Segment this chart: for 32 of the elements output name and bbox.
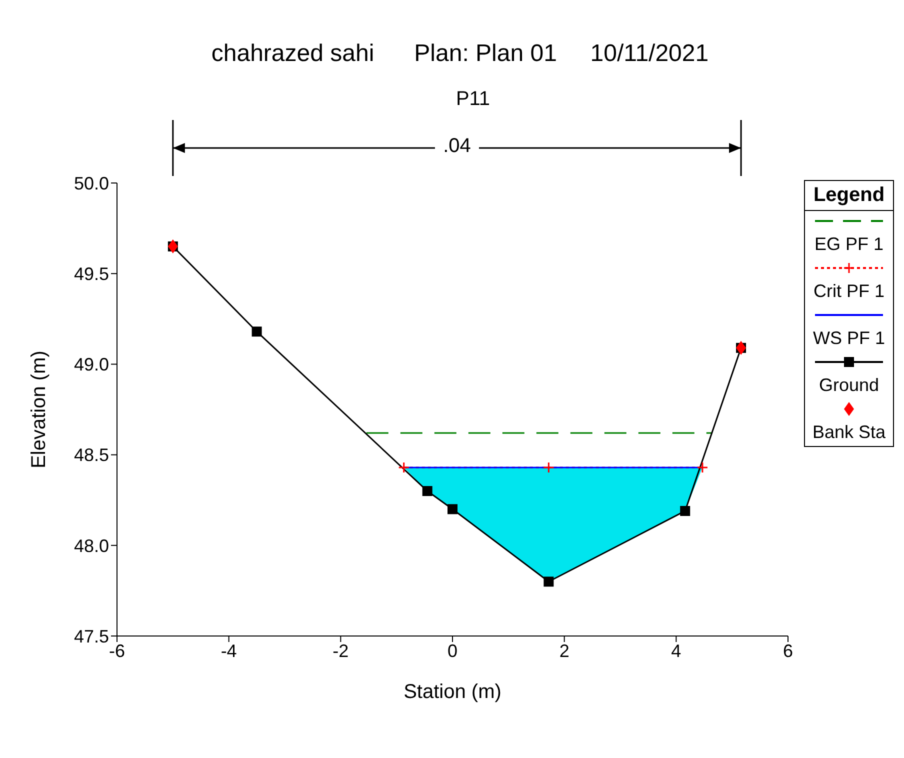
y-tick-label: 48.5 [74, 445, 109, 466]
point [680, 506, 690, 516]
x-tick-label: -6 [108, 640, 126, 661]
chart-subtitle: P11 [454, 88, 492, 111]
y-tick-label: 49.0 [74, 354, 109, 375]
x-tick-label: 6 [782, 640, 794, 661]
x-tick-label: 0 [447, 640, 458, 661]
legend-label: Bank Sta [811, 422, 887, 442]
legend-label: WS PF 1 [812, 328, 886, 348]
point [542, 462, 554, 474]
y-tick-label: 49.5 [74, 264, 109, 284]
chart-title: chahrazed sahi Plan: Plan 01 10/11/2021 [210, 40, 710, 68]
y-axis-title: Elevation (m) [28, 350, 50, 468]
legend-label: Ground [818, 375, 880, 395]
x-tick-label: 4 [671, 640, 682, 661]
point [252, 326, 262, 337]
x-tick-label: -4 [220, 640, 237, 661]
point [448, 504, 458, 514]
point [544, 576, 554, 587]
y-tick-label: 48.0 [74, 536, 109, 556]
legend-title: Legend [805, 181, 893, 211]
x-tick-label: -2 [332, 640, 349, 661]
legend-label: EG PF 1 [813, 234, 885, 254]
x-tick-label: 2 [559, 640, 570, 661]
y-tick-label: 47.5 [74, 626, 109, 646]
legend-label: Crit PF 1 [812, 281, 886, 301]
text: .04 [442, 135, 472, 158]
y-tick-label: 50.0 [74, 173, 109, 194]
point [398, 462, 410, 474]
point [422, 486, 432, 496]
point [696, 462, 708, 474]
x-axis-title: Station (m) [404, 681, 502, 703]
